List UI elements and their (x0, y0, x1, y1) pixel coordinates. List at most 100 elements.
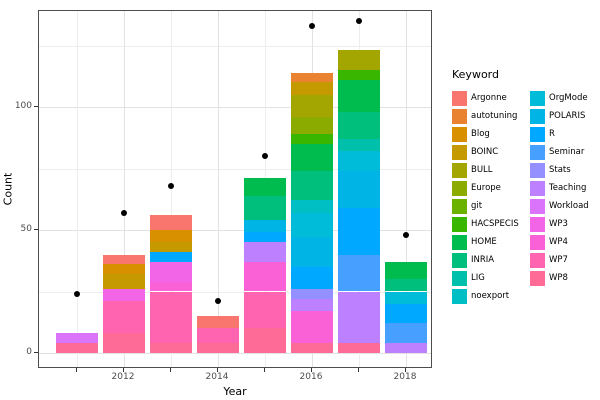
data-point (215, 298, 221, 305)
gridline-major (39, 353, 431, 354)
bar-segment-WP3 (150, 261, 192, 282)
data-point (168, 182, 174, 189)
legend-item: Blog (452, 125, 530, 143)
bar-segment-HACSPECIS (291, 134, 333, 144)
x-tick-mark (358, 368, 359, 372)
bar-segment-Argonne (150, 215, 192, 230)
x-tick-label: 2016 (299, 372, 323, 382)
x-tick-mark (123, 368, 124, 372)
legend-label: LIG (471, 273, 485, 283)
bar-segment-Blog (150, 230, 192, 243)
x-tick-label: 2014 (205, 372, 229, 382)
bar-segment-BOINC (150, 242, 192, 253)
legend-column: Argonne autotuning Blog BOINC BULL Europe git H… (452, 89, 530, 305)
bar-segment-Seminar (338, 254, 380, 292)
bar-segment-WP4 (291, 311, 333, 344)
bar-segment-WP8 (150, 343, 192, 353)
legend-item: OrgMode (530, 89, 589, 107)
bar-segment-R (150, 252, 192, 262)
legend-item: POLARIS (530, 107, 589, 125)
x-tick-mark (217, 368, 218, 372)
legend-item: Stats (530, 161, 589, 179)
legend-label: autotuning (471, 111, 518, 121)
legend-item: HOME (452, 233, 530, 251)
x-tick-mark (405, 368, 406, 372)
legend-column: OrgMode POLARIS R Seminar Stats Teaching Workl… (530, 89, 589, 305)
bar-segment-Stats (291, 289, 333, 299)
bar-segment-autotuning (291, 72, 333, 83)
bar-segment-POLARIS (338, 170, 380, 208)
legend-label: INRIA (471, 255, 495, 265)
bar-segment-WP3 (103, 289, 145, 302)
gridline-vertical (124, 11, 125, 367)
bar-segment-Europe (291, 116, 333, 135)
legend-item: Workload (530, 197, 589, 215)
legend-swatch-LIG (452, 270, 467, 286)
data-point (309, 22, 315, 29)
plot-panel (38, 10, 432, 368)
legend-item: BULL (452, 161, 530, 179)
bar-segment-WP4 (150, 281, 192, 292)
data-point (356, 17, 362, 24)
legend-item: R (530, 125, 589, 143)
bar-segment-WP8 (197, 343, 239, 353)
legend-label: BULL (471, 165, 493, 175)
bar-segment-WP7 (197, 328, 239, 344)
legend-item: INRIA (452, 251, 530, 269)
legend-item: Europe (452, 179, 530, 197)
legend-item: BOINC (452, 143, 530, 161)
y-tick-label: 50 (20, 224, 32, 234)
x-tick-label: 2018 (393, 372, 417, 382)
legend-item: WP7 (530, 251, 589, 269)
legend-swatch-Blog (452, 126, 467, 142)
legend-label: R (549, 129, 555, 139)
legend-item: LIG (452, 269, 530, 287)
y-tick-label: 100 (14, 101, 32, 111)
bar-segment-BOINC (103, 274, 145, 290)
legend-columns: Argonne autotuning Blog BOINC BULL Europe git H… (452, 89, 598, 305)
gridline-major (39, 230, 431, 231)
bar-segment-Blog (103, 264, 145, 275)
legend-item: HACSPECIS (452, 215, 530, 233)
legend-swatch-WP3 (530, 216, 545, 232)
bar-segment-R (385, 303, 427, 324)
bar-segment-HOME (338, 79, 380, 112)
legend-swatch-noexport (452, 288, 467, 304)
legend-swatch-R (530, 126, 545, 142)
bar-segment-WP8 (244, 328, 286, 353)
data-point (262, 153, 268, 160)
x-tick-mark (170, 368, 171, 372)
bar-segment-WP7 (103, 301, 145, 334)
bar-segment-Teaching (291, 298, 333, 312)
legend-label: HOME (471, 237, 497, 247)
legend-swatch-WP7 (530, 252, 545, 268)
legend-swatch-OrgMode (530, 90, 545, 106)
x-tick-mark (311, 368, 312, 372)
gridline-major (39, 107, 431, 108)
y-axis-title: Count (1, 172, 15, 206)
legend-label: Seminar (549, 147, 585, 157)
legend-label: BOINC (471, 147, 499, 157)
legend-item: WP3 (530, 215, 589, 233)
legend-item: noexport (452, 287, 530, 305)
legend-title: Keyword (452, 68, 499, 81)
legend-label: WP3 (549, 219, 568, 229)
legend-swatch-Stats (530, 162, 545, 178)
legend-swatch-Seminar (530, 144, 545, 160)
bar-segment-Teaching (385, 343, 427, 353)
bar-segment-Teaching (338, 291, 380, 344)
bar-segment-HACSPECIS (338, 70, 380, 80)
bar-segment-WP7 (244, 291, 286, 329)
legend-label: WP7 (549, 255, 568, 265)
bar-segment-R (291, 266, 333, 290)
legend-label: noexport (471, 291, 510, 301)
bar-segment-Argonne (103, 254, 145, 265)
legend-label: Argonne (471, 93, 507, 103)
legend-swatch-Europe (452, 180, 467, 196)
gridline-minor (39, 45, 431, 47)
legend-label: Teaching (549, 183, 587, 193)
legend-item: Teaching (530, 179, 589, 197)
x-tick-label: 2012 (111, 372, 135, 382)
legend-item: Argonne (452, 89, 530, 107)
bar-segment-LIG (338, 138, 380, 152)
